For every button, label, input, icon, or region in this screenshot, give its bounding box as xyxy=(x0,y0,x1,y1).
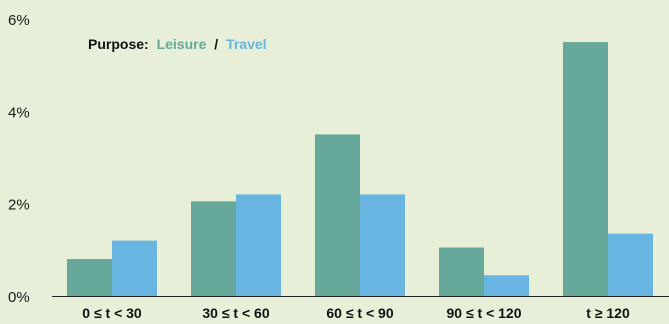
y-tick-label: 2% xyxy=(8,197,30,214)
bar-travel xyxy=(112,240,157,296)
x-tick-label: 30 ≤ t < 60 xyxy=(202,305,269,321)
bars xyxy=(67,42,653,297)
bar-leisure xyxy=(563,42,608,297)
bar-leisure xyxy=(191,201,236,296)
legend-prefix: Purpose: xyxy=(88,36,149,52)
bar-travel xyxy=(360,194,405,296)
legend-entry-travel: Travel xyxy=(226,36,266,52)
y-tick-label: 0% xyxy=(8,289,30,306)
bar-leisure xyxy=(439,247,484,296)
x-tick-label: t ≥ 120 xyxy=(586,305,630,321)
x-tick-label: 90 ≤ t < 120 xyxy=(446,305,521,321)
legend-entry-leisure: Leisure xyxy=(157,36,207,52)
bar-leisure xyxy=(67,259,112,296)
legend-separator: / xyxy=(214,36,218,52)
bar-travel xyxy=(484,275,529,296)
x-tick-label: 0 ≤ t < 30 xyxy=(82,305,142,321)
y-axis: 0% 2% 4% 6% xyxy=(8,12,30,306)
bar-travel xyxy=(608,233,653,296)
legend: Purpose: Leisure / Travel xyxy=(88,36,267,52)
bar-leisure xyxy=(315,134,360,296)
x-tick-label: 60 ≤ t < 90 xyxy=(326,305,393,321)
x-axis: 0 ≤ t < 30 30 ≤ t < 60 60 ≤ t < 90 90 ≤ t <… xyxy=(82,305,630,321)
bar-travel xyxy=(236,194,281,296)
y-tick-label: 6% xyxy=(8,12,30,29)
y-tick-label: 4% xyxy=(8,104,30,121)
